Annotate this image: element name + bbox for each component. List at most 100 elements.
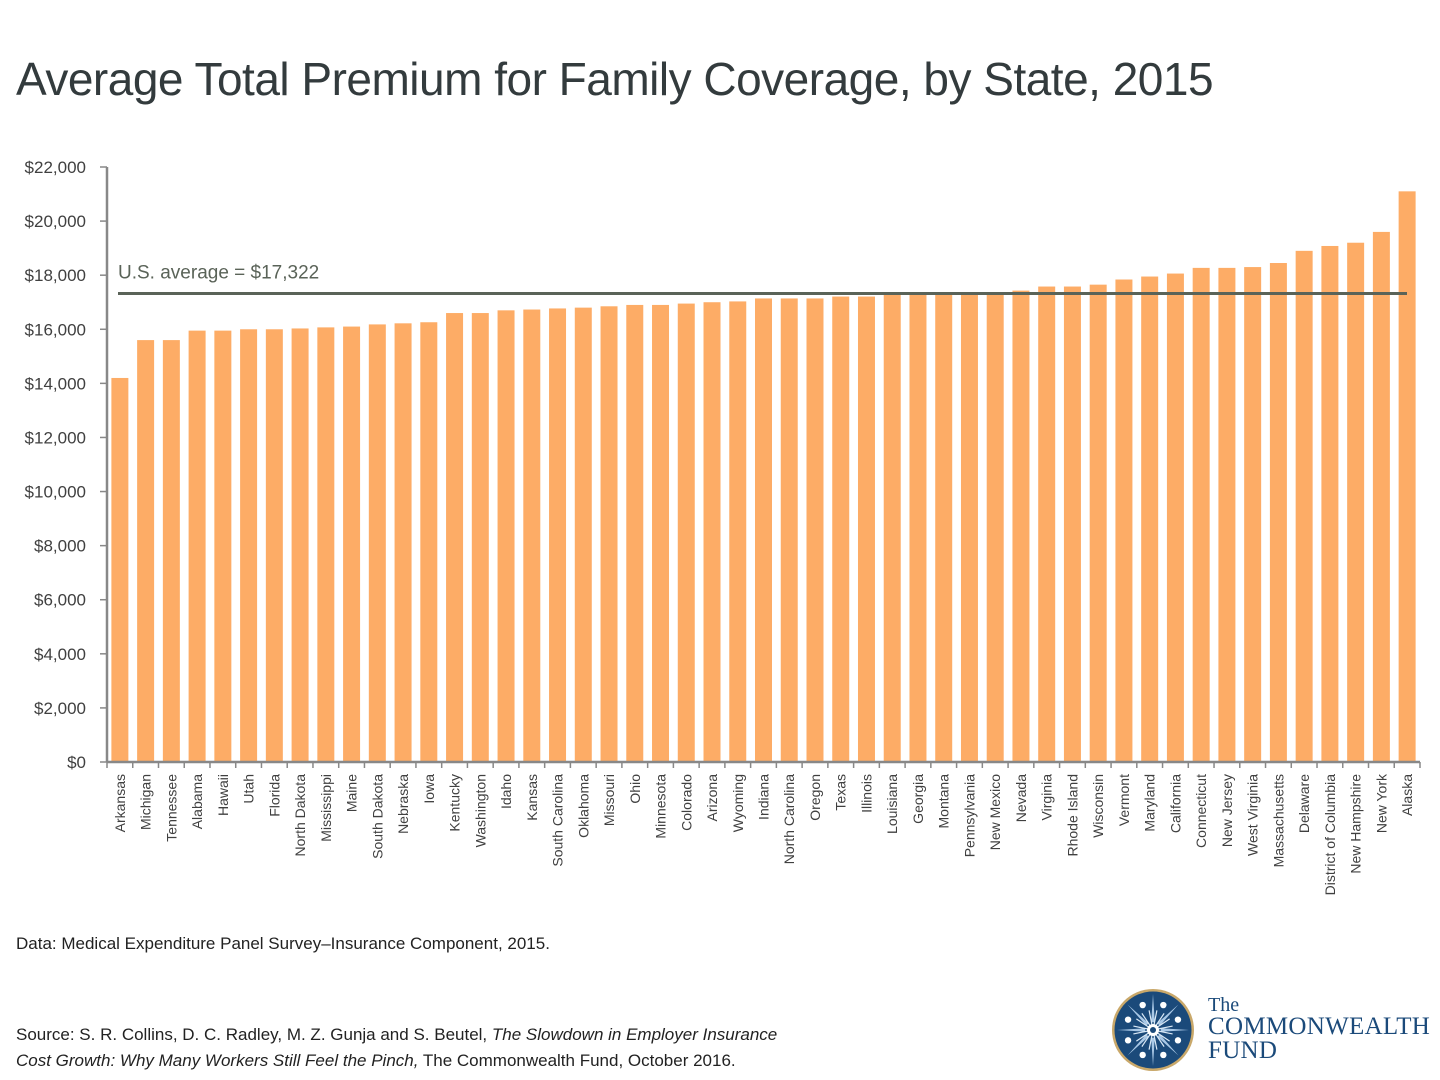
bar-illinois [857,296,875,762]
logo-line-commonwealth: COMMONWEALTH [1208,1013,1431,1040]
bar-virginia [1038,286,1056,762]
x-tick-label: Alaska [1399,774,1415,816]
x-tick-label: Illinois [858,774,874,813]
bar-missouri [600,306,618,762]
x-tick-label: Washington [472,774,488,847]
logo-line-fund: FUND [1208,1037,1278,1064]
emblem-dot [1124,1037,1132,1044]
bar-new-mexico [986,294,1004,762]
x-tick-label: Hawaii [215,774,231,816]
bar-arkansas [111,377,129,762]
commonwealth-fund-emblem-icon [1112,989,1194,1071]
bar-california [1166,273,1184,762]
bar-florida [265,329,283,762]
emblem-ray [1127,1034,1149,1056]
y-tick-label: $18,000 [25,266,86,285]
x-tick-label: Utah [241,774,257,804]
bar-south-carolina [549,308,567,762]
bar-kentucky [446,313,464,762]
x-tick-label: Maryland [1142,774,1158,832]
x-tick-label: Connecticut [1193,774,1209,848]
bar-oregon [806,298,824,762]
bar-pennsylvania [960,294,978,762]
reference-line-group: U.S. average = $17,322 [118,263,1407,296]
x-tick-label: Missouri [601,774,617,826]
emblem-dot [1174,1016,1182,1023]
bar-new-jersey [1218,267,1236,762]
bar-maine [343,326,361,762]
bar-mississippi [317,327,335,762]
x-tick-label: Oregon [807,774,823,821]
x-tick-label: California [1167,774,1183,833]
emblem-dot [1139,1051,1146,1059]
x-tick-label: Ohio [627,774,643,804]
x-tick-label: Massachusetts [1270,774,1286,867]
bar-wyoming [729,301,747,762]
chart-title: Average Total Premium for Family Coverag… [16,53,1214,105]
y-tick-label: $0 [67,753,86,772]
bar-district-of-columbia [1321,245,1339,763]
bar-wisconsin [1089,284,1107,762]
bar-arizona [703,302,721,762]
y-tick-label: $6,000 [34,591,86,610]
x-tick-label: New Jersey [1219,774,1235,847]
x-tick-label: Kansas [524,774,540,821]
x-tick-label: Nevada [1013,774,1029,822]
x-tick-label: Colorado [678,774,694,831]
emblem-ray [1157,1004,1179,1026]
emblem-dot [1160,1001,1167,1009]
x-tick-label: Vermont [1116,774,1132,826]
bars-group [111,191,1416,763]
emblem-ray [1157,1034,1179,1056]
x-tick-label: Maine [344,774,360,812]
bar-nevada [1012,290,1030,762]
bar-vermont [1115,279,1133,762]
source-suffix: The Commonwealth Fund, October 2016. [418,1051,736,1070]
y-tick-label: $20,000 [25,212,86,231]
y-axis: $0 $2,000 $4,000 $6,000 $8,000 $10,000 $12,000… [25,158,109,772]
x-tick-label: South Carolina [550,774,566,867]
x-tick-label: New York [1373,773,1389,833]
bar-michigan [137,340,155,762]
x-tick-label: Nebraska [395,774,411,834]
x-tick-label: Minnesota [653,774,669,839]
bar-oklahoma [574,307,592,762]
x-tick-label: Arizona [704,774,720,822]
bar-new-hampshire [1347,242,1365,762]
data-note: Data: Medical Expenditure Panel Survey–I… [16,934,550,953]
bar-maryland [1141,276,1159,762]
bar-iowa [420,322,438,762]
y-tick-label: $14,000 [25,374,86,393]
x-tick-label: Wisconsin [1090,774,1106,838]
bar-texas [832,296,850,762]
bar-tennessee [162,340,180,762]
y-tick-label: $22,000 [25,158,86,177]
bar-alabama [188,330,206,762]
x-tick-label: Kentucky [447,774,463,832]
x-tick-label: Delaware [1296,774,1312,833]
x-tick-label: Alabama [189,774,205,829]
x-tick-label: Mississippi [318,774,334,842]
x-tick-label: District of Columbia [1322,774,1338,896]
x-tick-label: Idaho [498,774,514,809]
bar-hawaii [214,330,232,762]
emblem-ray [1160,1028,1189,1032]
emblem-ray [1117,1028,1146,1032]
bar-minnesota [652,304,670,762]
x-tick-label: Rhode Island [1064,774,1080,857]
bar-alaska [1398,191,1416,762]
x-tick-label: Indiana [756,774,772,820]
emblem-dot [1160,1051,1167,1059]
bar-ohio [626,304,644,762]
x-tick-label: North Carolina [781,774,797,864]
x-tick-label: New Hampshire [1348,774,1364,874]
x-axis: Arkansas Michigan Tennessee Alabama Hawaii Ut… [106,760,1421,896]
y-tick-label: $12,000 [25,428,86,447]
emblem-ray [1151,994,1155,1023]
bar-new-york [1372,231,1390,763]
x-tick-label: Arkansas [112,774,128,832]
bar-massachusetts [1269,263,1287,762]
x-tick-label: Texas [833,774,849,811]
x-tick-label: New Mexico [987,774,1003,850]
emblem-dot [1139,1001,1146,1009]
